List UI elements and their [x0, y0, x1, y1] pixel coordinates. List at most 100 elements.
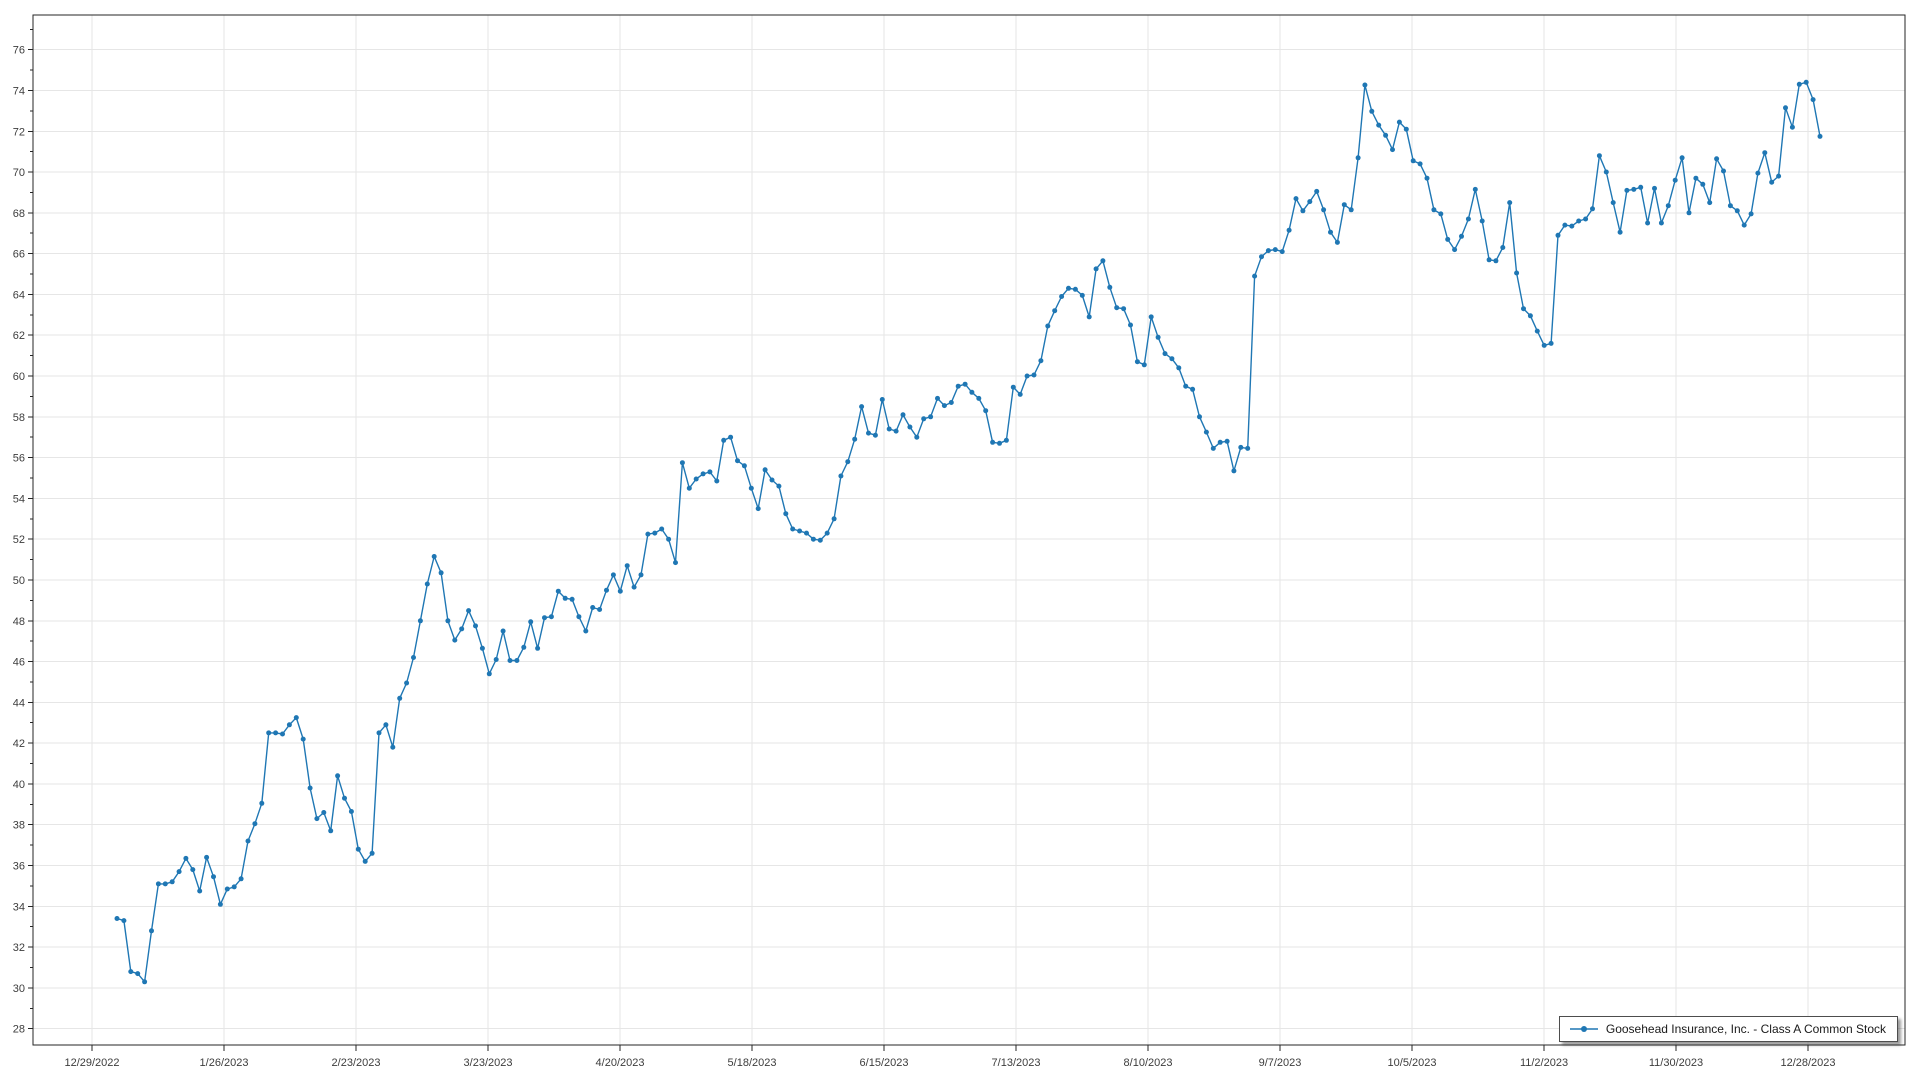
data-point-marker — [1210, 445, 1216, 451]
x-tick-label: 2/23/2023 — [332, 1057, 381, 1069]
data-point-marker — [1038, 358, 1044, 364]
y-tick-label: 68 — [13, 208, 25, 220]
data-point-marker — [1148, 314, 1154, 320]
data-point-marker — [1527, 313, 1533, 319]
data-point-marker — [1424, 175, 1430, 181]
x-tick-label: 8/10/2023 — [1124, 1057, 1173, 1069]
data-point-marker — [1197, 414, 1202, 420]
data-point-marker — [804, 530, 809, 536]
y-tick-label: 34 — [13, 901, 25, 913]
data-point-marker — [238, 876, 244, 882]
y-tick-label: 40 — [13, 779, 25, 791]
data-point-marker — [1645, 220, 1651, 226]
data-point-marker — [1445, 236, 1451, 242]
data-point-marker — [721, 437, 727, 443]
data-point-marker — [1169, 356, 1175, 362]
data-point-marker — [286, 722, 292, 728]
data-point-marker — [1686, 210, 1692, 216]
data-point-marker — [1383, 132, 1389, 138]
data-point-marker — [142, 979, 148, 985]
data-point-marker — [1672, 177, 1678, 183]
data-point-marker — [1217, 439, 1223, 445]
data-point-marker — [755, 506, 761, 512]
data-point-marker — [1390, 147, 1395, 153]
x-tick-label: 7/13/2023 — [992, 1057, 1041, 1069]
x-tick-label: 1/26/2023 — [200, 1057, 249, 1069]
data-point-marker — [149, 928, 154, 934]
data-point-marker — [1190, 386, 1196, 392]
data-point-marker — [645, 531, 651, 537]
data-point-marker — [748, 485, 754, 491]
data-point-marker — [817, 537, 823, 543]
data-point-marker — [1500, 245, 1506, 250]
data-point-marker — [1652, 185, 1657, 191]
data-point-marker — [990, 439, 996, 445]
data-point-marker — [769, 477, 775, 483]
data-point-marker — [1176, 365, 1182, 371]
x-tick-label: 4/20/2023 — [596, 1057, 645, 1069]
data-point-marker — [569, 596, 575, 602]
data-point-marker — [280, 731, 285, 737]
data-point-marker — [1072, 286, 1078, 292]
y-tick-label: 32 — [13, 942, 25, 954]
data-point-marker — [1562, 222, 1568, 228]
data-point-marker — [266, 730, 272, 736]
data-point-marker — [1203, 429, 1209, 435]
data-point-marker — [1417, 161, 1423, 167]
data-point-marker — [328, 828, 334, 834]
data-point-marker — [1817, 133, 1823, 139]
data-point-marker — [652, 530, 658, 536]
legend-line-marker-icon — [1569, 1024, 1599, 1034]
data-point-marker — [1093, 266, 1099, 272]
data-point-marker — [542, 615, 547, 621]
data-point-marker — [604, 587, 609, 593]
data-point-marker — [997, 440, 1002, 446]
data-point-marker — [1769, 179, 1775, 185]
data-point-marker — [666, 536, 672, 542]
data-point-marker — [741, 463, 747, 469]
data-point-marker — [1576, 218, 1582, 224]
x-tick-label: 10/5/2023 — [1388, 1057, 1437, 1069]
data-point-marker — [886, 426, 892, 432]
data-point-marker — [955, 383, 961, 389]
data-point-marker — [1810, 97, 1816, 103]
data-point-marker — [1321, 207, 1327, 213]
data-point-marker — [1534, 328, 1540, 334]
data-point-marker — [355, 846, 361, 852]
data-point-marker — [204, 854, 210, 860]
data-point-marker — [1748, 211, 1754, 217]
data-point-marker — [486, 671, 492, 677]
data-point-marker — [790, 526, 796, 532]
y-tick-label: 36 — [13, 861, 25, 873]
data-point-marker — [1596, 153, 1602, 159]
data-point-marker — [1707, 200, 1713, 206]
y-tick-label: 60 — [13, 371, 25, 383]
data-point-marker — [1541, 342, 1547, 348]
price-line — [116, 81, 1821, 983]
data-point-marker — [1610, 200, 1616, 206]
x-tick-label: 12/29/2022 — [64, 1057, 119, 1069]
data-point-marker — [1762, 150, 1768, 156]
data-point-marker — [1079, 292, 1085, 298]
y-tick-label: 48 — [13, 616, 25, 628]
data-point-marker — [824, 530, 830, 536]
data-point-marker — [872, 432, 878, 438]
data-point-marker — [962, 381, 968, 387]
data-point-marker — [1486, 257, 1492, 263]
y-tick-label: 54 — [13, 493, 25, 505]
data-point-marker — [673, 560, 678, 566]
data-point-marker — [1714, 156, 1720, 162]
data-point-marker — [583, 628, 589, 634]
data-point-marker — [1052, 308, 1058, 314]
data-point-marker — [1741, 222, 1747, 228]
data-point-marker — [1272, 247, 1278, 253]
data-point-marker — [1459, 233, 1464, 239]
data-point-marker — [1328, 229, 1333, 235]
data-point-marker — [169, 879, 175, 885]
data-point-marker — [1003, 437, 1009, 443]
data-point-marker — [1141, 362, 1147, 368]
data-point-marker — [776, 483, 782, 489]
data-point-marker — [1348, 207, 1354, 213]
data-point-marker — [548, 614, 554, 620]
data-point-marker — [1521, 306, 1526, 312]
